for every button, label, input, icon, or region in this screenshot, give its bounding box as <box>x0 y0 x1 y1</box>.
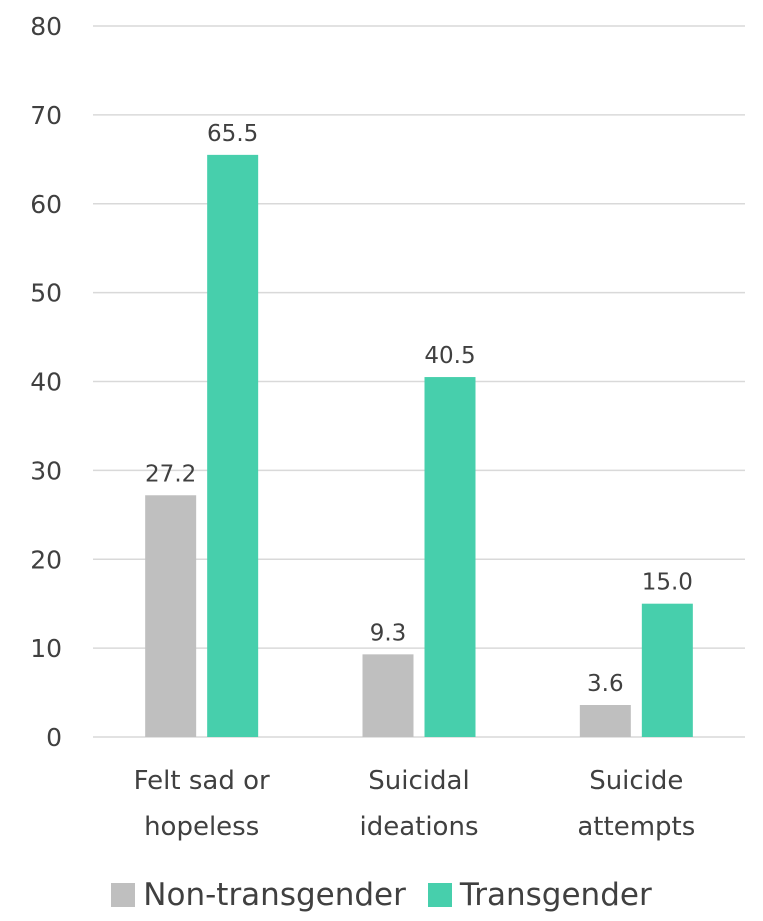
y-tick-label: 60 <box>30 190 62 219</box>
category-label: Suicidal <box>368 766 469 796</box>
legend-swatch-transgender <box>427 883 452 907</box>
y-tick-label: 50 <box>30 279 62 308</box>
category-label: attempts <box>577 812 695 842</box>
category-label: Suicide <box>589 766 683 796</box>
data-label: 27.2 <box>145 461 196 487</box>
data-label: 40.5 <box>424 343 475 369</box>
bar-chart: 0 10 20 30 40 50 60 70 80 27.2 65.5 9.3 40.5 3.6 15.0… <box>30 12 745 842</box>
data-label: 15.0 <box>642 570 693 596</box>
x-axis-category-labels: Felt sad or hopeless Suicidal ideations Suic… <box>134 766 696 842</box>
legend-swatch-non-transgender <box>111 883 136 907</box>
bar-transgender <box>207 154 259 737</box>
data-labels: 27.2 65.5 9.3 40.5 3.6 15.0 <box>145 121 693 697</box>
legend: Non-transgender Transgender <box>0 872 763 918</box>
y-tick-label: 30 <box>30 456 62 485</box>
y-tick-label: 80 <box>30 12 62 41</box>
y-tick-label: 70 <box>30 101 62 130</box>
bars <box>145 154 693 737</box>
bar-transgender <box>641 603 693 737</box>
bar-non-transgender <box>579 705 631 737</box>
data-label: 65.5 <box>207 121 258 147</box>
bar-non-transgender <box>145 495 197 737</box>
category-label: ideations <box>359 812 478 842</box>
bar-non-transgender <box>362 654 414 737</box>
category-label: hopeless <box>144 812 259 842</box>
y-tick-label: 40 <box>30 368 62 397</box>
data-label: 3.6 <box>587 671 624 697</box>
legend-label-non-transgender: Non-transgender <box>143 877 406 913</box>
y-axis-tick-labels: 0 10 20 30 40 50 60 70 80 <box>30 12 62 752</box>
bar-transgender <box>424 377 476 737</box>
category-label: Felt sad or <box>134 766 270 796</box>
y-tick-label: 10 <box>30 634 62 663</box>
y-tick-label: 20 <box>30 545 62 574</box>
legend-label-transgender: Transgender <box>459 877 652 913</box>
legend-item-non-transgender: Non-transgender <box>111 877 406 913</box>
legend-item-transgender: Transgender <box>427 877 652 913</box>
gridlines <box>93 25 745 738</box>
y-tick-label: 0 <box>46 723 62 752</box>
data-label: 9.3 <box>370 620 407 646</box>
